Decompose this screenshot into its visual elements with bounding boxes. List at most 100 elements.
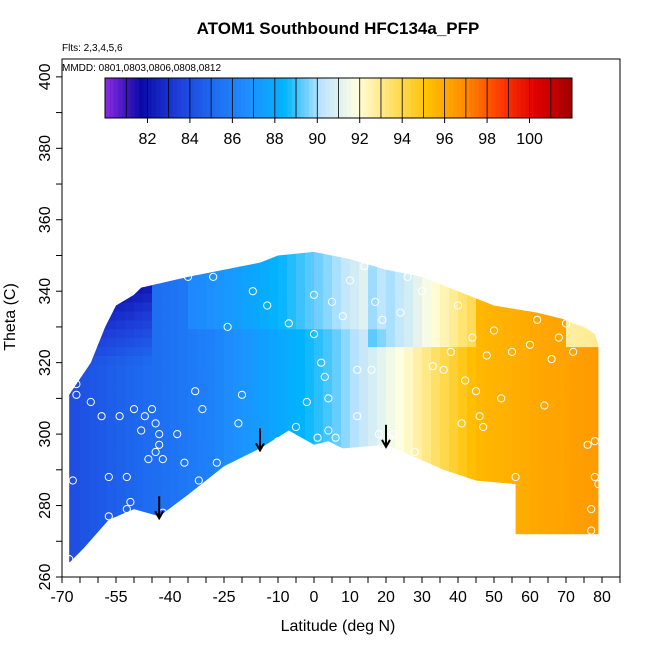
field-cell bbox=[449, 552, 459, 562]
field-cell bbox=[314, 328, 324, 339]
field-cell bbox=[323, 560, 333, 563]
y-tick-label: 360 bbox=[37, 206, 54, 233]
field-cell bbox=[314, 525, 324, 535]
x-tick-label: 40 bbox=[449, 589, 467, 606]
field-cell bbox=[323, 257, 333, 267]
field-cell bbox=[377, 373, 387, 383]
field-cell bbox=[107, 480, 117, 490]
field-cell bbox=[296, 328, 306, 339]
field-cell bbox=[377, 489, 387, 499]
field-cell bbox=[71, 257, 81, 267]
field-cell bbox=[512, 257, 522, 267]
field-cell bbox=[548, 462, 558, 473]
field-cell bbox=[584, 400, 594, 410]
field-cell bbox=[467, 364, 477, 374]
field-cell bbox=[467, 552, 477, 562]
field-cell bbox=[206, 284, 216, 294]
field-cell bbox=[296, 418, 306, 428]
field-cell bbox=[170, 444, 180, 455]
field-cell bbox=[242, 284, 252, 294]
field-cell bbox=[98, 552, 108, 562]
field-cell bbox=[557, 480, 567, 490]
field-cell bbox=[107, 319, 117, 330]
field-cell bbox=[350, 346, 360, 357]
field-cell bbox=[116, 251, 126, 258]
x-tick-label: 60 bbox=[521, 589, 539, 606]
field-cell bbox=[575, 355, 585, 365]
field-cell bbox=[395, 471, 405, 482]
field-cell bbox=[485, 552, 495, 562]
field-cell bbox=[512, 293, 522, 303]
field-cell bbox=[566, 435, 576, 446]
field-cell bbox=[368, 284, 378, 294]
field-cell bbox=[476, 293, 486, 303]
field-cell bbox=[494, 462, 504, 473]
field-cell bbox=[287, 489, 297, 499]
field-cell bbox=[260, 373, 270, 383]
field-cell bbox=[350, 373, 360, 383]
field-cell bbox=[69, 373, 72, 383]
field-cell bbox=[521, 284, 531, 294]
field-cell bbox=[170, 251, 180, 258]
field-cell bbox=[305, 435, 315, 446]
colorbar-tick-label: 86 bbox=[223, 131, 241, 148]
field-cell bbox=[116, 400, 126, 410]
sample-point bbox=[428, 362, 437, 371]
field-cell bbox=[440, 498, 450, 508]
field-cell bbox=[161, 552, 171, 562]
field-cell bbox=[197, 364, 207, 374]
sample-point bbox=[68, 476, 77, 485]
field-cell bbox=[395, 543, 405, 553]
field-cell bbox=[341, 489, 351, 499]
sample-point bbox=[129, 405, 139, 414]
field-cell bbox=[548, 435, 558, 446]
field-cell bbox=[422, 427, 432, 437]
field-cell bbox=[458, 284, 468, 294]
field-cell bbox=[395, 427, 405, 437]
field-cell bbox=[107, 382, 117, 392]
field-cell bbox=[413, 319, 423, 330]
field-cell bbox=[395, 382, 405, 392]
field-cell bbox=[584, 391, 594, 401]
field-cell bbox=[566, 355, 576, 365]
field-cell bbox=[494, 275, 504, 285]
field-cell bbox=[530, 328, 540, 339]
field-cell bbox=[305, 257, 315, 267]
sample-point bbox=[234, 419, 243, 428]
field-cell bbox=[71, 427, 81, 437]
field-cell bbox=[341, 525, 351, 535]
field-cell bbox=[386, 266, 396, 276]
field-cell bbox=[512, 534, 522, 544]
field-cell bbox=[215, 266, 225, 276]
field-cell bbox=[539, 444, 549, 455]
field-cell bbox=[287, 507, 297, 517]
field-cell bbox=[179, 293, 189, 303]
field-cell bbox=[413, 516, 423, 526]
field-cell bbox=[323, 552, 333, 562]
field-cell bbox=[476, 418, 486, 428]
field-cell bbox=[521, 435, 531, 446]
field-cell bbox=[179, 391, 189, 401]
field-cell bbox=[314, 516, 324, 526]
field-cell bbox=[278, 284, 288, 294]
field-cell bbox=[386, 319, 396, 330]
field-cell bbox=[332, 310, 342, 321]
field-cell bbox=[98, 435, 108, 446]
colorbar-segment bbox=[219, 78, 225, 118]
field-cell bbox=[296, 251, 306, 258]
dates-label: MMDD: 0801,0803,0806,0808,0812 bbox=[62, 63, 221, 74]
field-cell bbox=[467, 251, 477, 258]
field-cell bbox=[188, 462, 198, 473]
field-cell bbox=[431, 266, 441, 276]
field-cell bbox=[422, 251, 432, 258]
field-cell bbox=[449, 328, 459, 339]
field-cell bbox=[143, 319, 153, 330]
field-cell bbox=[449, 301, 459, 312]
field-cell bbox=[467, 391, 477, 401]
colorbar-segment bbox=[491, 78, 496, 118]
field-cell bbox=[476, 391, 486, 401]
field-cell bbox=[197, 310, 207, 321]
field-cell bbox=[98, 543, 108, 553]
field-cell bbox=[485, 346, 495, 357]
